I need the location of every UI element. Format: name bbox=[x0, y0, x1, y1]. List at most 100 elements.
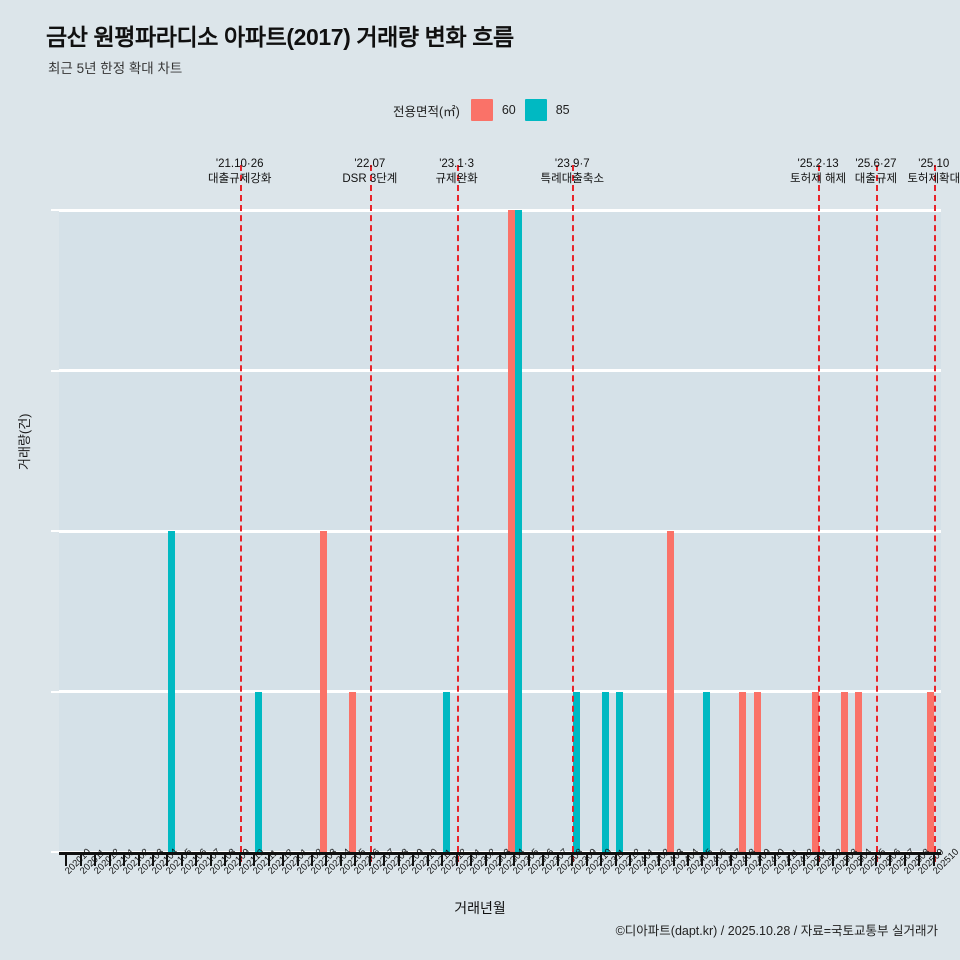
x-tick-mark bbox=[730, 855, 733, 866]
x-tick-mark bbox=[614, 855, 617, 866]
event-date: '25.2·13 bbox=[797, 158, 839, 170]
event-label-202301: '23.1·3 규제완화 bbox=[435, 157, 477, 187]
event-line-202110 bbox=[239, 165, 242, 862]
event-line-202301 bbox=[456, 165, 459, 862]
legend-label-60: 60 bbox=[501, 103, 516, 117]
x-tick-mark bbox=[484, 855, 487, 866]
x-tick-mark bbox=[874, 855, 877, 866]
bar-85-202312 bbox=[616, 691, 624, 852]
gridline bbox=[59, 208, 941, 212]
x-tick-mark bbox=[79, 855, 82, 866]
x-tick-mark bbox=[571, 855, 574, 866]
x-tick-mark bbox=[195, 855, 198, 866]
x-tick-mark bbox=[802, 855, 805, 866]
x-tick-mark bbox=[339, 855, 342, 866]
x-tick-mark bbox=[658, 855, 661, 866]
x-tick-mark bbox=[556, 855, 559, 866]
x-tick-mark bbox=[282, 855, 285, 866]
legend-label-85: 85 bbox=[555, 103, 570, 117]
plot-area bbox=[59, 208, 941, 854]
event-text: DSR 3단계 bbox=[342, 173, 398, 185]
event-line-202510 bbox=[933, 165, 936, 862]
x-tick-mark bbox=[94, 855, 97, 866]
x-tick-mark bbox=[788, 855, 791, 866]
event-label-202207: '22.07 DSR 3단계 bbox=[342, 157, 397, 187]
legend-swatch-85 bbox=[524, 99, 547, 121]
x-tick-mark bbox=[846, 855, 849, 866]
page-subtitle: 최근 5년 한정 확대 차트 bbox=[48, 61, 183, 76]
x-tick-mark bbox=[441, 855, 444, 866]
event-line-202502 bbox=[818, 165, 821, 862]
event-text: 대출규제 bbox=[854, 173, 898, 185]
event-line-202309 bbox=[572, 165, 575, 862]
gridline bbox=[59, 690, 941, 693]
x-tick-mark bbox=[860, 855, 863, 866]
x-tick-mark bbox=[166, 855, 169, 866]
x-tick-mark bbox=[470, 855, 473, 866]
bar-85-202305 bbox=[514, 210, 522, 852]
x-tick-mark bbox=[325, 855, 328, 866]
event-date: '23.1·3 bbox=[439, 158, 475, 170]
x-axis-title: 거래년월 bbox=[454, 900, 506, 916]
event-date: '22.07 bbox=[354, 158, 386, 170]
x-tick-mark bbox=[600, 855, 603, 866]
x-tick-mark bbox=[744, 855, 747, 866]
x-tick-mark bbox=[643, 855, 646, 866]
footer-credit: ©디아파트(dapt.kr) / 2025.10.28 / 자료=국토교통부 실… bbox=[615, 924, 938, 938]
bar-60-202410 bbox=[753, 691, 761, 852]
x-tick-mark bbox=[527, 855, 530, 866]
bar-60-202505 bbox=[854, 691, 862, 852]
bar-85-202111 bbox=[254, 691, 262, 852]
x-tick-mark bbox=[889, 855, 892, 866]
event-date: '23.9·7 bbox=[554, 158, 590, 170]
gridline bbox=[59, 369, 941, 372]
event-text: 토허제확대 bbox=[907, 173, 960, 185]
bar-60-202206 bbox=[348, 691, 356, 852]
x-tick-mark bbox=[137, 855, 140, 866]
x-tick-mark bbox=[311, 855, 314, 866]
page-title: 금산 원평파라디소 아파트(2017) 거래량 변화 흐름 bbox=[46, 24, 514, 50]
event-text: 규제완화 bbox=[435, 173, 478, 185]
x-tick-mark bbox=[209, 855, 212, 866]
event-label-202110: '21.10·26 대출규제강화 bbox=[208, 157, 271, 187]
x-tick-mark bbox=[296, 855, 299, 866]
y-tick-mark bbox=[51, 851, 59, 853]
x-tick-mark bbox=[426, 855, 429, 866]
x-tick-mark bbox=[412, 855, 415, 866]
bar-60-202510 bbox=[927, 691, 935, 852]
x-tick-mark bbox=[817, 855, 820, 866]
event-line-202207 bbox=[369, 165, 372, 862]
y-tick-mark bbox=[51, 209, 59, 211]
gridline bbox=[59, 529, 941, 533]
bar-60-202504 bbox=[840, 691, 848, 852]
y-tick-mark bbox=[51, 530, 59, 532]
x-tick-mark bbox=[267, 855, 270, 866]
event-date: '21.10·26 bbox=[215, 158, 264, 170]
y-tick-mark bbox=[51, 690, 59, 693]
x-tick-mark bbox=[397, 855, 400, 866]
bar-85-202309 bbox=[572, 691, 580, 852]
y-axis-title: 거래량(건) bbox=[17, 413, 32, 471]
x-tick-mark bbox=[773, 855, 776, 866]
x-tick-mark bbox=[715, 855, 718, 866]
event-date: '25.6·27 bbox=[855, 158, 897, 170]
x-tick-mark bbox=[253, 855, 256, 866]
x-tick-mark bbox=[831, 855, 834, 866]
y-tick-mark bbox=[51, 369, 59, 372]
x-tick-mark bbox=[108, 855, 111, 866]
bar-85-202212 bbox=[442, 691, 450, 852]
x-tick-mark bbox=[672, 855, 675, 866]
event-label-202309: '23.9·7 특례대출축소 bbox=[541, 157, 604, 187]
x-tick-mark bbox=[585, 855, 588, 866]
x-tick-mark bbox=[383, 855, 386, 866]
event-line-202506 bbox=[875, 165, 878, 862]
x-tick-mark bbox=[932, 855, 935, 866]
x-tick-mark bbox=[686, 855, 689, 866]
legend-swatch-60 bbox=[470, 99, 493, 121]
x-tick-mark bbox=[759, 855, 762, 866]
bar-60-202502 bbox=[811, 691, 819, 852]
x-tick-mark bbox=[123, 855, 126, 866]
event-text: 특례대출축소 bbox=[540, 173, 605, 185]
x-tick-mark bbox=[354, 855, 357, 866]
